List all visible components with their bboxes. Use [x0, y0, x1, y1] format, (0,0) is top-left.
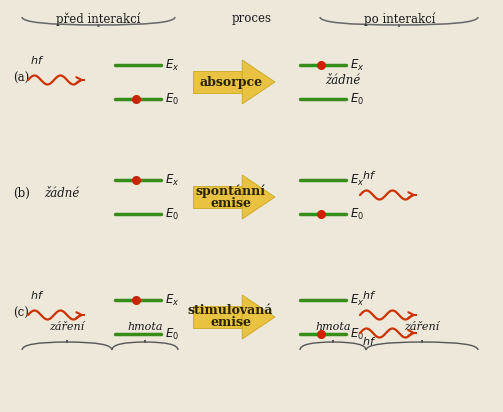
Bar: [193, 70, 242, 94]
Text: $hf$: $hf$: [30, 289, 44, 301]
Text: (b): (b): [13, 187, 30, 199]
Text: $E_x$: $E_x$: [165, 293, 180, 307]
Text: před interakcí: před interakcí: [56, 12, 140, 26]
Text: $hf$: $hf$: [362, 289, 376, 301]
Text: žádné: žádné: [325, 73, 361, 87]
Text: záření: záření: [404, 322, 440, 332]
Text: $E_0$: $E_0$: [165, 91, 179, 107]
Polygon shape: [242, 60, 275, 104]
Text: $E_0$: $E_0$: [350, 326, 364, 342]
Text: emise: emise: [210, 197, 251, 209]
Text: $E_0$: $E_0$: [350, 206, 364, 222]
Polygon shape: [242, 175, 275, 219]
Text: $E_x$: $E_x$: [350, 293, 364, 307]
Text: záření: záření: [49, 322, 85, 332]
Text: hmota: hmota: [127, 322, 163, 332]
Text: po interakcí: po interakcí: [364, 12, 436, 26]
Text: (c): (c): [13, 307, 29, 319]
Text: spontánní: spontánní: [196, 184, 266, 198]
Text: $hf$: $hf$: [362, 169, 376, 181]
Text: proces: proces: [232, 12, 272, 25]
Text: stimulovaná: stimulovaná: [188, 304, 274, 318]
Bar: [193, 306, 242, 328]
Bar: [193, 185, 242, 208]
Text: $E_0$: $E_0$: [165, 326, 179, 342]
Text: $E_x$: $E_x$: [165, 57, 180, 73]
Text: $hf$: $hf$: [30, 54, 44, 66]
Text: $E_x$: $E_x$: [350, 173, 364, 187]
Text: absorpce: absorpce: [199, 75, 262, 89]
Text: $E_0$: $E_0$: [350, 91, 364, 107]
Text: žádné: žádné: [44, 187, 79, 199]
Text: hmota: hmota: [315, 322, 351, 332]
Text: emise: emise: [210, 316, 251, 330]
Text: (a): (a): [13, 72, 29, 84]
Polygon shape: [242, 295, 275, 339]
Text: $E_x$: $E_x$: [350, 57, 364, 73]
Text: $E_x$: $E_x$: [165, 173, 180, 187]
Text: $E_0$: $E_0$: [165, 206, 179, 222]
Text: $hf$: $hf$: [362, 335, 376, 347]
